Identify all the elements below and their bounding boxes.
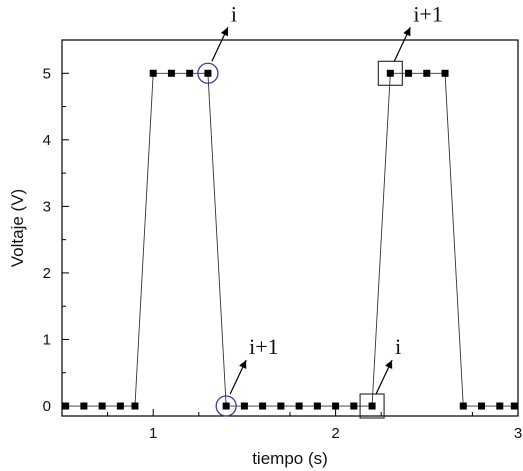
data-point bbox=[510, 402, 518, 410]
axis-ticks: 1 2 3 0 1 2 3 4 5 bbox=[43, 65, 523, 442]
data-point bbox=[167, 69, 175, 77]
annotation-label: i bbox=[231, 1, 237, 26]
data-point bbox=[423, 69, 431, 77]
arrow-head bbox=[220, 27, 229, 37]
data-point bbox=[259, 402, 267, 410]
data-point bbox=[240, 402, 248, 410]
y-tick-label: 4 bbox=[43, 132, 51, 149]
data-point bbox=[186, 69, 194, 77]
data-point bbox=[98, 402, 106, 410]
series-line bbox=[65, 72, 515, 407]
annotation-label: i bbox=[395, 334, 401, 359]
arrow-head bbox=[403, 27, 411, 37]
y-tick-label: 1 bbox=[43, 331, 51, 348]
y-tick-label: 0 bbox=[43, 398, 51, 415]
annotation-label: i+1 bbox=[413, 1, 443, 26]
x-tick-label: 3 bbox=[514, 425, 522, 442]
data-point bbox=[496, 402, 504, 410]
data-point bbox=[80, 402, 88, 410]
data-point bbox=[368, 402, 376, 410]
annotations: i i+1 i i+1 bbox=[197, 1, 443, 419]
data-point bbox=[350, 402, 358, 410]
data-point bbox=[222, 402, 230, 410]
highlight-square bbox=[359, 393, 385, 419]
data-series bbox=[62, 69, 518, 410]
arrow-head bbox=[239, 360, 247, 370]
highlight-circle bbox=[215, 395, 237, 417]
arrow-head bbox=[385, 360, 393, 370]
y-tick-label: 2 bbox=[43, 265, 51, 282]
data-point bbox=[386, 69, 394, 77]
data-point bbox=[277, 402, 285, 410]
data-point bbox=[131, 402, 139, 410]
data-point bbox=[459, 402, 467, 410]
x-tick-label: 2 bbox=[331, 425, 339, 442]
y-tick-label: 5 bbox=[43, 65, 51, 82]
x-tick-label: 1 bbox=[149, 425, 157, 442]
data-point bbox=[149, 69, 157, 77]
y-tick-label: 3 bbox=[43, 198, 51, 215]
plot-frame bbox=[61, 39, 519, 417]
data-point bbox=[62, 402, 70, 410]
data-point bbox=[204, 69, 212, 77]
data-point bbox=[116, 402, 124, 410]
data-point bbox=[405, 69, 413, 77]
x-axis-title: tiempo (s) bbox=[252, 449, 328, 468]
highlight-square bbox=[377, 60, 403, 86]
data-point bbox=[313, 402, 321, 410]
data-point bbox=[295, 402, 303, 410]
y-axis-title: Voltaje (V) bbox=[8, 189, 27, 267]
data-point bbox=[441, 69, 449, 77]
data-point bbox=[332, 402, 340, 410]
highlight-circle bbox=[197, 62, 219, 84]
annotation-label: i+1 bbox=[249, 334, 279, 359]
data-point bbox=[478, 402, 486, 410]
